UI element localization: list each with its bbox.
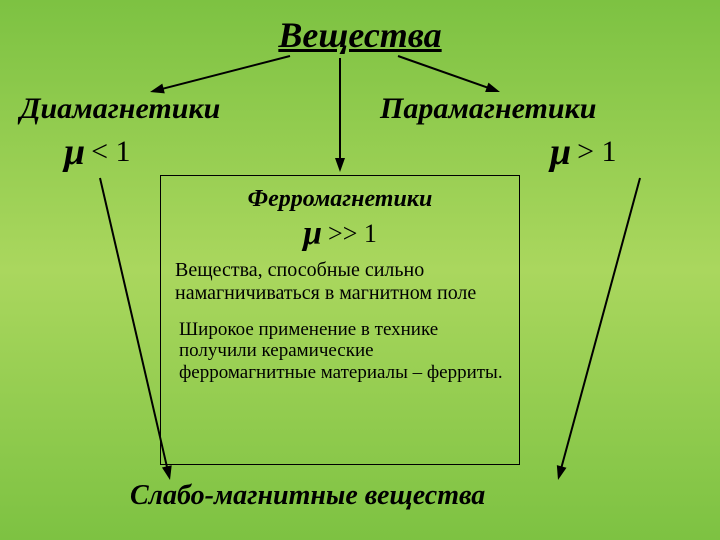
ferromagnetics-note: Широкое применение в технике получили ке… bbox=[175, 319, 505, 383]
mu-icon: μ bbox=[303, 215, 322, 253]
relation-text: >> 1 bbox=[328, 219, 377, 249]
relation-diamagnetics: μ < 1 bbox=[64, 130, 131, 174]
label-paramagnetics: Парамагнетики bbox=[380, 92, 596, 126]
mu-icon: μ bbox=[64, 130, 85, 174]
mu-icon: μ bbox=[550, 130, 571, 174]
relation-text: > 1 bbox=[577, 135, 616, 169]
ferromagnetics-box: Ферромагнетики μ >> 1 Вещества, способны… bbox=[160, 175, 520, 465]
relation-paramagnetics: μ > 1 bbox=[550, 130, 617, 174]
main-title: Вещества bbox=[0, 14, 720, 56]
label-ferromagnetics: Ферромагнетики bbox=[175, 186, 505, 213]
relation-ferromagnetics: μ >> 1 bbox=[175, 215, 505, 253]
bottom-caption: Слабо-магнитные вещества bbox=[130, 480, 485, 512]
relation-text: < 1 bbox=[91, 135, 130, 169]
label-diamagnetics: Диамагнетики bbox=[20, 92, 220, 126]
ferromagnetics-description: Вещества, способные сильно намагничивать… bbox=[175, 259, 505, 305]
